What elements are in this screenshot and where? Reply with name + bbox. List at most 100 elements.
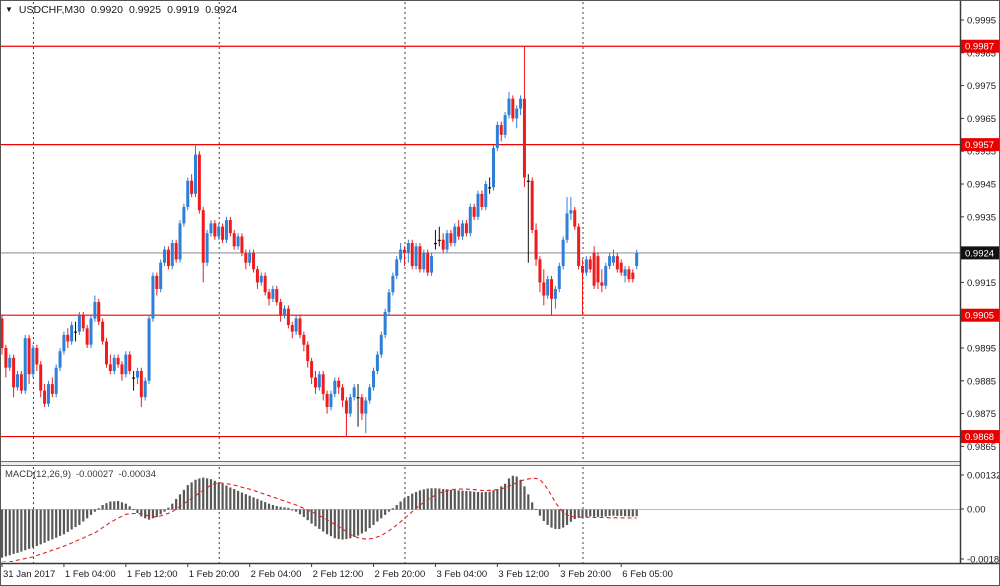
macd-histogram-bar: [213, 480, 216, 510]
divider-edge: [0, 465, 960, 466]
macd-histogram-bar: [117, 501, 120, 510]
macd-histogram-bar: [387, 509, 391, 512]
candle-body: [50, 384, 54, 394]
macd-histogram-bar: [527, 494, 530, 510]
main-chart-surface[interactable]: [0, 2, 960, 461]
macd-histogram-bar: [445, 489, 449, 510]
macd-histogram-bar: [97, 508, 100, 510]
candle-body: [31, 348, 35, 375]
panel-divider[interactable]: [0, 461, 960, 466]
macd-histogram-bar: [89, 509, 93, 515]
candle-body: [577, 226, 581, 266]
candle-body: [54, 367, 58, 394]
price-tick-label: 0.9985: [967, 48, 996, 59]
candle-body: [608, 256, 612, 266]
candle: [600, 269, 604, 293]
macd-histogram-bar: [589, 509, 592, 517]
macd-histogram-bar: [314, 509, 317, 527]
macd-histogram-bar: [155, 509, 158, 517]
macd-histogram-bar: [356, 509, 360, 536]
symbol-timeframe-label: USDCHF,M30: [18, 4, 85, 16]
level-price-badge-bg: [961, 39, 1000, 53]
bid-price-badge-text: 0.9924: [965, 248, 994, 259]
level-price-badge: 0.9987: [961, 39, 1000, 53]
candle-body: [530, 180, 534, 230]
candle-body: [600, 282, 604, 286]
candle: [341, 384, 345, 408]
candle: [248, 249, 252, 266]
candle-body: [519, 98, 523, 109]
candle: [538, 256, 542, 293]
macd-histogram-bar: [488, 491, 491, 510]
candle: [426, 249, 430, 276]
candle-body: [402, 249, 406, 253]
candle: [399, 243, 403, 263]
candle: [213, 220, 217, 240]
candle: [112, 354, 116, 375]
price-tick-label: 0.9965: [967, 114, 996, 125]
candle: [101, 318, 105, 345]
candle-body: [348, 397, 352, 414]
macd-histogram-bar: [469, 491, 472, 510]
candle: [178, 220, 182, 263]
candle-body: [170, 243, 174, 266]
candle-body: [437, 239, 441, 241]
candle: [410, 239, 414, 270]
candle: [306, 341, 310, 368]
candle-body: [135, 370, 139, 378]
candle-body: [132, 377, 136, 379]
candle: [81, 311, 85, 332]
macd-histogram-bar: [144, 509, 147, 519]
candle-body: [23, 338, 27, 391]
macd-axis[interactable]: 0.00132 0.00 -0.00188: [960, 471, 1000, 566]
macd-histogram-bar: [569, 509, 572, 522]
macd-histogram-bar: [623, 509, 627, 517]
candle-body: [507, 98, 511, 116]
candle-body: [495, 124, 499, 148]
time-tick-label: 2 Feb 20:00: [375, 569, 426, 580]
candle-body: [491, 147, 495, 188]
candle-body: [213, 223, 217, 237]
macd-histogram-bar: [422, 489, 425, 510]
candle-body: [108, 364, 112, 371]
price-tick-label: 0.9885: [967, 376, 996, 387]
price-axis[interactable]: 0.9995 0.9985 0.9975 0.9965 0.9955 0.9945 0.99…: [960, 16, 996, 453]
macd-panel-surface[interactable]: [0, 466, 960, 563]
macd-histogram-bar: [244, 494, 247, 510]
candle-body: [499, 124, 503, 135]
candle: [433, 229, 437, 250]
candle: [62, 331, 66, 355]
candle: [209, 220, 213, 237]
candle-body: [581, 266, 584, 273]
candle-body: [263, 275, 267, 293]
candle: [74, 321, 78, 342]
level-price-badge: 0.9868: [961, 430, 1000, 444]
macd-histogram-bar: [608, 509, 611, 516]
macd-signal-value: -0.00034: [118, 469, 157, 480]
candle-body: [317, 374, 321, 388]
macd-histogram-bar: [542, 509, 545, 521]
candle-body: [159, 262, 163, 289]
candle-body: [15, 374, 19, 388]
macd-histogram-bar: [562, 509, 565, 528]
candle-body: [449, 233, 453, 244]
candle: [422, 249, 426, 273]
macd-histogram-bar: [616, 509, 619, 516]
candle: [143, 377, 147, 401]
candle: [128, 351, 132, 375]
candle: [298, 315, 302, 339]
candle-body: [209, 223, 213, 234]
candle: [228, 216, 232, 237]
candle-body: [290, 325, 294, 332]
candle: [325, 390, 329, 414]
time-axis[interactable]: 31 Jan 2017 1 Feb 04:00 1 Feb 12:00 1 Feb 2…: [1, 563, 673, 580]
candle: [457, 220, 461, 240]
candle: [565, 197, 569, 244]
candle: [43, 384, 47, 408]
candle-body: [368, 387, 372, 401]
candle: [39, 361, 43, 398]
candle-body: [561, 239, 565, 266]
candle-body: [337, 380, 341, 388]
candle: [530, 177, 534, 234]
